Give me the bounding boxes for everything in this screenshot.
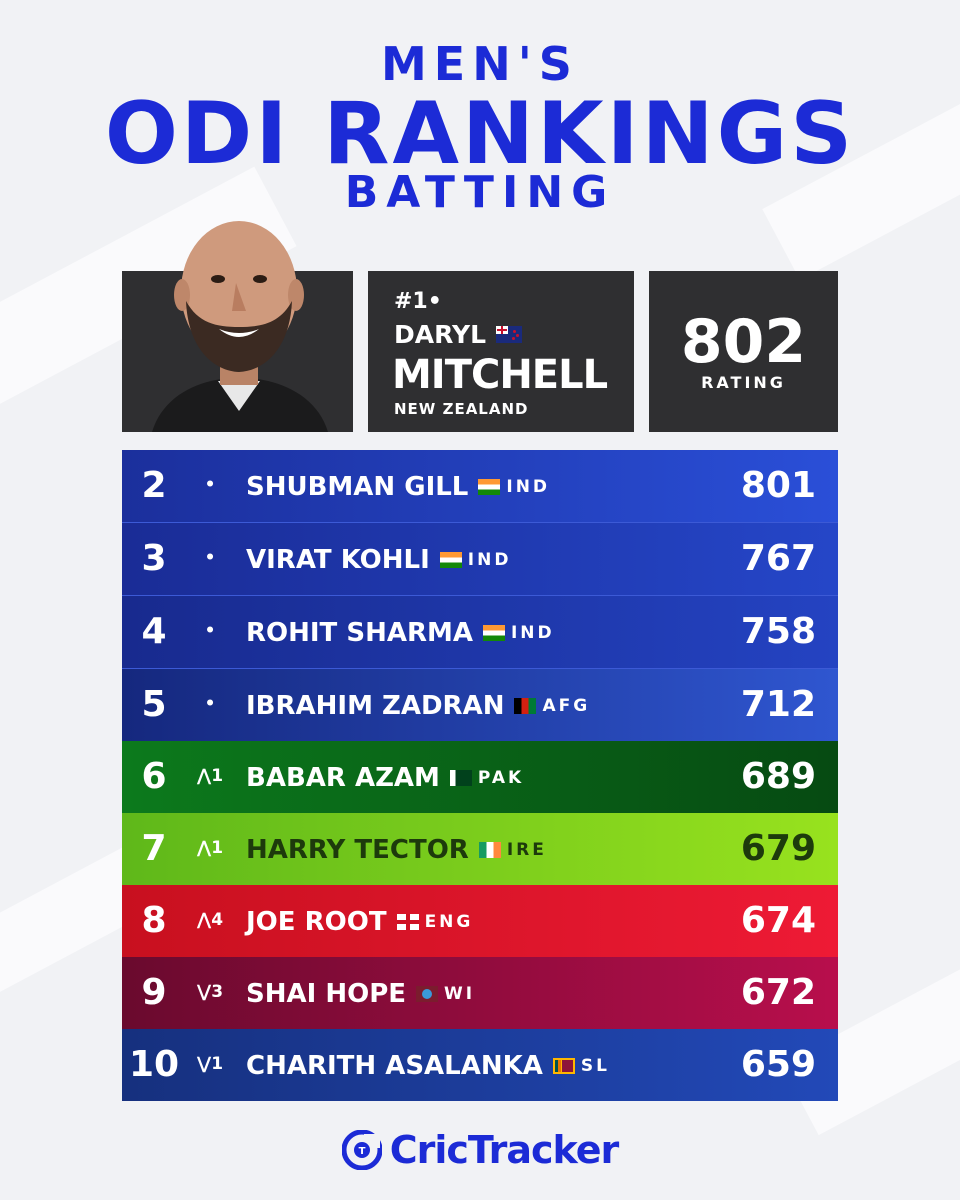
ranking-row: 2 • SHUBMAN GILL IND 801 — [122, 450, 838, 522]
rank-change: • — [204, 475, 216, 495]
england-flag-icon — [396, 914, 419, 930]
country-code: IND — [506, 477, 551, 497]
rank-change: ⋁3 — [196, 982, 224, 1002]
rank-change: • — [204, 694, 216, 714]
player-name-cell: CHARITH ASALANKA SL — [246, 1051, 610, 1081]
top-player-rank: #1• — [394, 289, 442, 314]
crictracker-logo: T CricTracker — [0, 1128, 960, 1174]
country-code: IND — [467, 550, 512, 570]
crictracker-logo-icon: T — [341, 1130, 382, 1170]
svg-text:T: T — [358, 1146, 365, 1157]
country-code: PAK — [477, 768, 525, 788]
ranking-row: 8 ⋀4 JOE ROOT ENG 674 — [122, 885, 838, 957]
title-odi-rankings: ODI RANKINGS — [104, 84, 856, 184]
rating-score: 674 — [740, 900, 816, 941]
india-flag-icon — [478, 479, 501, 495]
rating-score: 801 — [740, 465, 816, 506]
ranking-row: 3 • VIRAT KOHLI IND 767 — [122, 522, 838, 595]
player-name: BABAR AZAM — [246, 763, 440, 793]
rating-score: 758 — [740, 611, 816, 652]
ranking-row: 6 ⋀1 BABAR AZAM PAK 689 — [122, 741, 838, 813]
player-name: CHARITH ASALANKA — [246, 1051, 543, 1081]
player-name-cell: IBRAHIM ZADRAN AFG — [246, 691, 590, 721]
player-name: HARRY TECTOR — [246, 835, 469, 865]
rank-change: ⋀1 — [196, 838, 224, 858]
top-player-rating-card: 802 RATING — [649, 271, 838, 432]
player-name: ROHIT SHARMA — [246, 618, 473, 648]
rank-number: 9 — [141, 972, 167, 1013]
player-name: IBRAHIM ZADRAN — [246, 691, 505, 721]
ranking-row: 5 • IBRAHIM ZADRAN AFG 712 — [122, 668, 838, 741]
ranking-row: 10 ⋁1 CHARITH ASALANKA SL 659 — [122, 1029, 838, 1101]
rank-number: 6 — [141, 756, 167, 797]
rank-number: 5 — [141, 684, 167, 725]
country-code: IND — [510, 623, 555, 643]
country-code: AFG — [542, 696, 591, 716]
ireland-flag-icon — [478, 842, 501, 858]
pakistan-flag-icon — [449, 770, 472, 786]
rank-change: ⋀4 — [196, 910, 224, 930]
player-name: SHUBMAN GILL — [246, 472, 469, 502]
logo-text: CricTracker — [389, 1128, 620, 1172]
top-player-last-name: MITCHELL — [392, 352, 608, 398]
top-player-rating-value: 802 — [680, 307, 807, 377]
player-name-cell: VIRAT KOHLI IND — [246, 545, 511, 575]
top-player-country: NEW ZEALAND — [394, 400, 529, 418]
player-name: JOE ROOT — [246, 907, 387, 937]
rank-number: 7 — [141, 828, 167, 869]
rank-number: 10 — [128, 1044, 180, 1085]
ranking-row: 4 • ROHIT SHARMA IND 758 — [122, 595, 838, 668]
rank-number: 2 — [141, 465, 167, 506]
player-portrait-icon — [152, 221, 328, 432]
rating-score: 679 — [740, 828, 816, 869]
rankings-table: 2 • SHUBMAN GILL IND 801 3 • VIRAT KOHLI… — [122, 450, 838, 1101]
player-name-cell: BABAR AZAM PAK — [246, 763, 524, 793]
rating-score: 767 — [740, 538, 816, 579]
rating-score: 659 — [740, 1044, 816, 1085]
rank-change: • — [204, 621, 216, 641]
india-flag-icon — [439, 552, 462, 568]
sri-lanka-flag-icon — [552, 1058, 575, 1074]
player-name-cell: SHAI HOPE WI — [246, 979, 475, 1009]
country-code: IRE — [506, 840, 547, 860]
player-name: SHAI HOPE — [246, 979, 407, 1009]
rank-number: 4 — [141, 611, 167, 652]
top-player-first-name: DARYL — [394, 320, 487, 349]
rank-number: 8 — [141, 900, 167, 941]
player-name-cell: JOE ROOT ENG — [246, 907, 473, 937]
top-player-info-card: #1• DARYL MITCHELL NEW ZEALAND — [368, 271, 634, 432]
rating-score: 689 — [740, 756, 816, 797]
afghanistan-flag-icon — [514, 698, 537, 714]
rating-score: 712 — [740, 684, 816, 725]
west-indies-flag-icon — [416, 986, 439, 1002]
title-batting: BATTING — [344, 167, 616, 218]
india-flag-icon — [482, 625, 505, 641]
country-code: ENG — [424, 912, 474, 932]
player-name-cell: SHUBMAN GILL IND — [246, 472, 550, 502]
rank-change: ⋀1 — [196, 766, 224, 786]
new-zealand-flag-icon — [496, 326, 522, 343]
ranking-row: 9 ⋁3 SHAI HOPE WI 672 — [122, 957, 838, 1029]
rank-change: ⋁1 — [196, 1054, 224, 1074]
country-code: WI — [444, 984, 476, 1004]
country-code: SL — [580, 1056, 610, 1076]
title-mens: MEN'S — [381, 37, 579, 91]
player-name: VIRAT KOHLI — [246, 545, 430, 575]
rating-score: 672 — [740, 972, 816, 1013]
player-name-cell: ROHIT SHARMA IND — [246, 618, 555, 648]
player-photo-card — [122, 221, 353, 432]
ranking-row: 7 ⋀1 HARRY TECTOR IRE 679 — [122, 813, 838, 885]
rating-label: RATING — [701, 373, 786, 392]
player-name-cell: HARRY TECTOR IRE — [246, 835, 547, 865]
rank-number: 3 — [141, 538, 167, 579]
rank-change: • — [204, 548, 216, 568]
